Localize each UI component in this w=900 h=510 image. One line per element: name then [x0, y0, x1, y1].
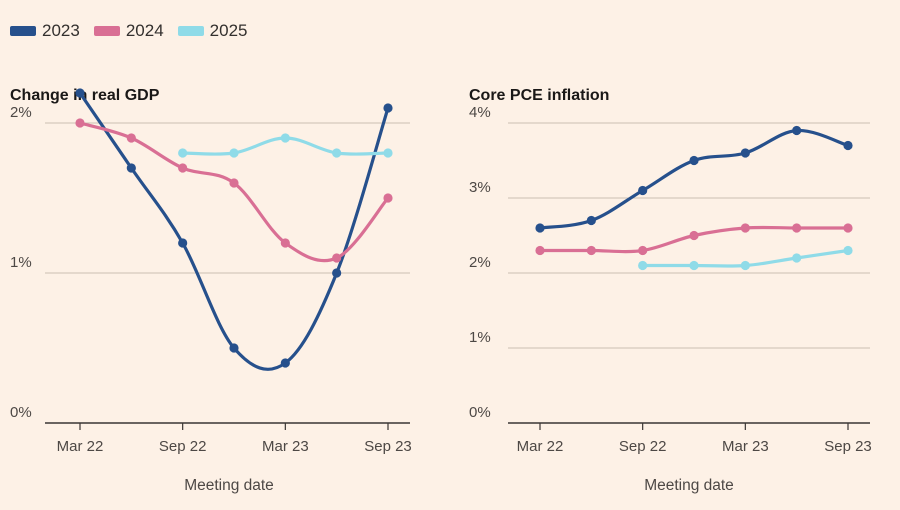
data-point-2025: [383, 148, 393, 158]
y-tick-label: 2%: [10, 104, 32, 121]
data-point-2024: [740, 223, 750, 233]
x-tick-label: Sep 23: [364, 438, 412, 455]
data-point-2024: [586, 245, 596, 256]
data-point-2023: [75, 88, 85, 98]
y-tick-label: 2%: [469, 254, 491, 271]
x-axis-title: Meeting date: [644, 477, 734, 494]
data-point-2023: [126, 163, 136, 173]
data-point-2024: [229, 178, 239, 188]
data-point-2024: [75, 118, 85, 128]
data-point-2024: [178, 163, 188, 173]
y-tick-label: 4%: [469, 104, 491, 121]
data-point-2023: [740, 148, 750, 158]
data-point-2024: [638, 245, 648, 256]
legend-item-2025: 2025: [177, 21, 248, 41]
y-tick-label: 0%: [469, 404, 491, 421]
data-point-2024: [792, 223, 802, 233]
data-point-2024: [383, 193, 393, 203]
series-line-2024: [78, 121, 390, 263]
y-tick-label: 3%: [469, 179, 491, 196]
x-axis-title: Meeting date: [184, 477, 274, 494]
data-point-2025: [740, 260, 750, 271]
series-line-2023: [538, 128, 850, 230]
x-tick-label: Mar 22: [517, 438, 564, 455]
legend: 2023 2024 2025: [10, 20, 261, 42]
legend-swatch-2023: [10, 26, 36, 36]
data-point-2024: [535, 245, 545, 256]
chart-title: Core PCE inflation: [469, 87, 609, 104]
x-tick-label: Sep 22: [619, 438, 667, 455]
data-point-2023: [792, 125, 802, 136]
data-point-2023: [178, 238, 188, 248]
legend-item-2023: 2023: [10, 21, 80, 41]
data-point-2025: [229, 148, 239, 158]
legend-label: 2024: [125, 21, 164, 40]
chart-title: Change in real GDP: [10, 87, 160, 104]
chart-panel-1: Change in real GDP 0% 1% 2% Mar 22 Sep 22 Mar …: [10, 87, 412, 494]
data-point-2025: [638, 260, 648, 271]
data-point-2025: [843, 245, 853, 256]
chart-panel-2: Core PCE inflation 0% 1% 2% 3% 4% Mar 22 Sep 22…: [469, 87, 872, 494]
data-point-2023: [689, 155, 699, 166]
x-tick-label: Mar 23: [722, 438, 769, 455]
x-tick-label: Sep 22: [159, 438, 207, 455]
data-point-2023: [383, 103, 393, 113]
data-point-2024: [332, 253, 342, 263]
data-point-2024: [126, 133, 136, 143]
x-tick-label: Mar 22: [57, 438, 104, 455]
data-point-2023: [280, 358, 290, 368]
data-point-2023: [586, 215, 596, 226]
data-point-2025: [332, 148, 342, 158]
data-point-2025: [689, 260, 699, 271]
data-point-2024: [689, 230, 699, 241]
data-point-2023: [332, 268, 342, 278]
y-tick-label: 1%: [10, 254, 32, 271]
data-point-2023: [229, 343, 239, 353]
legend-item-2024: 2024: [93, 21, 164, 41]
data-point-2025: [178, 148, 188, 158]
data-point-2024: [280, 238, 290, 248]
x-tick-label: Mar 23: [262, 438, 309, 455]
data-point-2023: [535, 223, 545, 233]
data-point-2023: [843, 140, 853, 151]
y-tick-label: 1%: [469, 329, 491, 346]
data-point-2025: [792, 253, 802, 263]
data-point-2023: [638, 185, 648, 196]
legend-label: 2023: [42, 21, 80, 40]
x-tick-label: Sep 23: [824, 438, 872, 455]
legend-swatch-2025: [177, 26, 204, 36]
data-point-2024: [843, 223, 853, 233]
legend-label: 2025: [209, 21, 248, 40]
data-point-2025: [280, 133, 290, 143]
y-tick-label: 0%: [10, 404, 32, 421]
legend-swatch-2024: [93, 26, 120, 36]
